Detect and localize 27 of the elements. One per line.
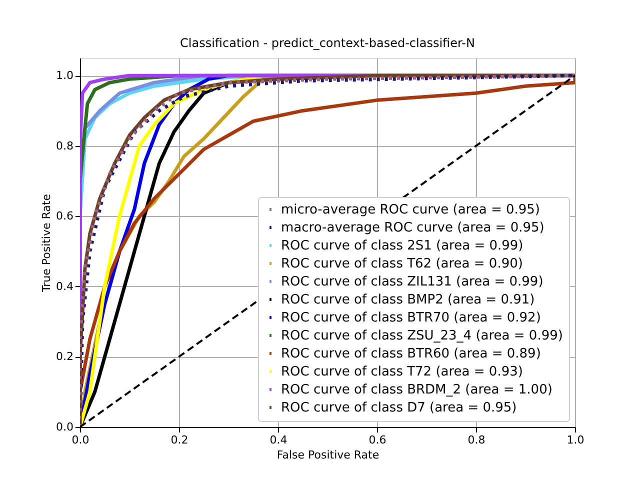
legend-label: ROC curve of class BMP2 (area = 0.91) bbox=[281, 292, 535, 308]
y-tick-label: 0.0 bbox=[56, 420, 74, 434]
x-tick-label: 0.2 bbox=[170, 434, 188, 446]
chart-title: Classification - predict_context-based-classifier-N bbox=[180, 36, 475, 50]
x-tick-label: 0.0 bbox=[72, 434, 90, 446]
x-axis-title: False Positive Rate bbox=[276, 448, 380, 462]
x-tick-label: 0.6 bbox=[368, 434, 386, 446]
legend-label: ROC curve of class ZIL131 (area = 0.99) bbox=[281, 274, 544, 290]
legend-label: ROC curve of class BTR70 (area = 0.92) bbox=[281, 310, 541, 326]
y-tick-label: 0.6 bbox=[56, 210, 74, 223]
x-tick-label: 0.4 bbox=[270, 434, 288, 446]
legend-label: ROC curve of class 2S1 (area = 0.99) bbox=[281, 238, 524, 254]
legend-label: micro-average ROC curve (area = 0.95) bbox=[281, 202, 540, 218]
legend-label: ROC curve of class BTR60 (area = 0.89) bbox=[281, 346, 541, 362]
legend-label: ROC curve of class T72 (area = 0.93) bbox=[281, 364, 523, 380]
x-tick-label: 0.8 bbox=[468, 434, 486, 446]
legend-label: ROC curve of class ZSU_23_4 (area = 0.99) bbox=[281, 328, 563, 344]
legend-label: ROC curve of class D7 (area = 0.95) bbox=[281, 400, 517, 416]
legend-label: ROC curve of class T62 (area = 0.90) bbox=[281, 256, 523, 272]
y-tick-label: 1.0 bbox=[56, 69, 74, 82]
legend-label: ROC curve of class BRDM_2 (area = 1.00) bbox=[281, 382, 552, 398]
y-tick-label: 0.2 bbox=[56, 350, 74, 364]
y-tick-label: 0.8 bbox=[56, 139, 74, 152]
y-tick-label: 0.4 bbox=[56, 280, 74, 293]
legend-label: macro-average ROC curve (area = 0.95) bbox=[281, 220, 544, 236]
x-tick-label: 1.0 bbox=[566, 434, 584, 446]
y-axis-title: True Positive Rate bbox=[40, 194, 54, 293]
